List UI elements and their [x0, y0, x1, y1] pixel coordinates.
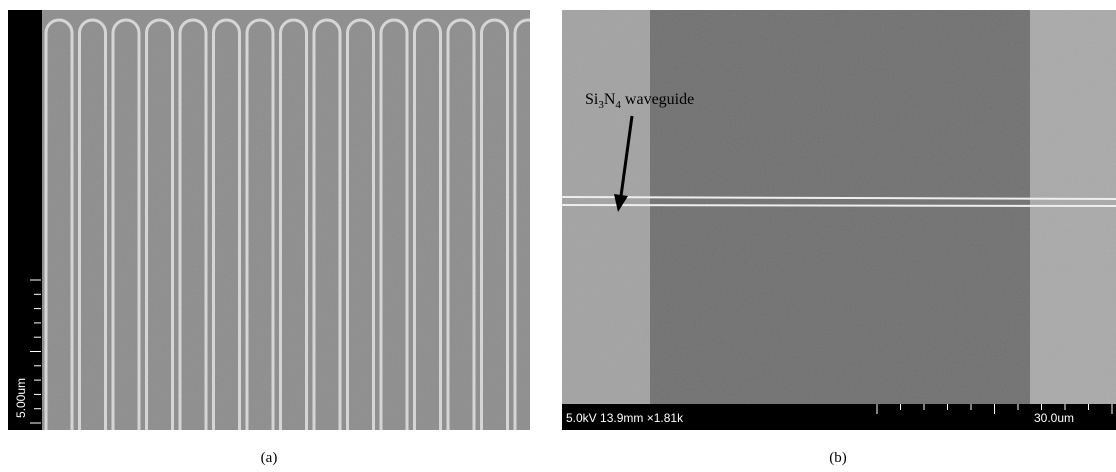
sem-noise [42, 10, 530, 430]
scale-label: 30.0um [1034, 411, 1074, 425]
info-text: 5.0kV 13.9mm ×1.81k [566, 411, 684, 425]
scale-label: 5.00um [14, 378, 28, 418]
sem-noise [562, 10, 1116, 405]
caption: (a) [261, 450, 278, 466]
figure: 5.00um (a) Si3N4 waveguide 5.0kV 13.9mm … [0, 0, 1116, 472]
waveguide-edge [562, 205, 1116, 206]
annotation-text: waveguide [621, 91, 694, 108]
panel-b: Si3N4 waveguide 5.0kV 13.9mm ×1.81k 30.0… [562, 10, 1116, 466]
annotation-text: N [604, 91, 616, 108]
panel-a: 5.00um (a) [8, 10, 541, 466]
caption: (b) [829, 450, 847, 466]
annotation-text: Si [585, 91, 599, 108]
